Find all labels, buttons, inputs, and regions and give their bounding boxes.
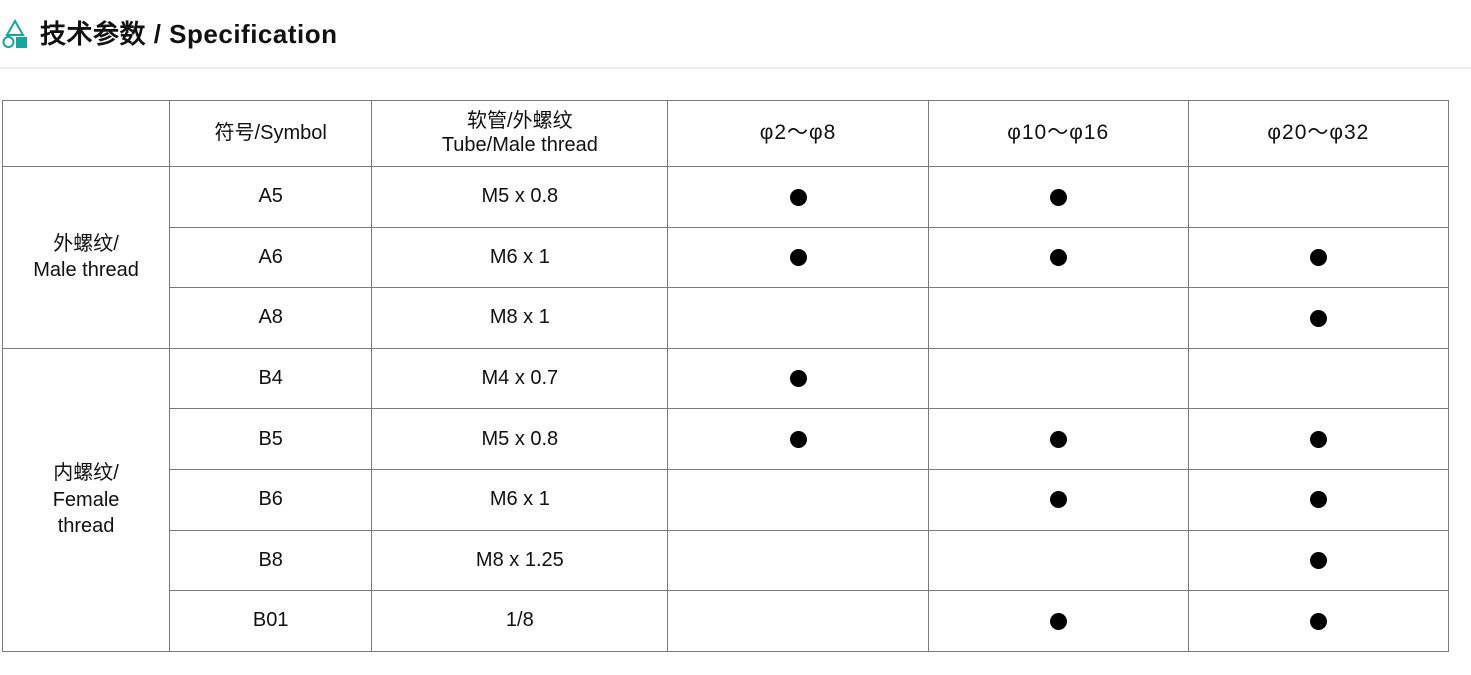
specification-table: 符号/Symbol 软管/外螺纹 Tube/Male thread φ2～φ8 … (1, 100, 1450, 652)
filled-circle-icon (789, 249, 807, 267)
thread-cell: 1/8 (371, 590, 669, 652)
mark-cell-size-2 (927, 529, 1189, 592)
filled-circle-icon (1309, 552, 1327, 570)
symbol-cell: B6 (169, 468, 373, 531)
mark-cell-size-3 (1187, 347, 1450, 410)
column-header-symbol: 符号/Symbol (169, 100, 373, 167)
mark-cell-size-1 (667, 529, 929, 592)
mark-cell-size-2 (927, 347, 1189, 410)
filled-circle-icon (789, 370, 807, 388)
mark-cell-size-1 (667, 226, 929, 289)
column-header-size-3: φ20～φ32 (1187, 100, 1450, 167)
table-row: B6 M6 x 1 (3, 468, 1450, 531)
mark-cell-size-3 (1187, 226, 1450, 289)
column-header-thread-line2: Tube/Male thread (441, 133, 598, 156)
shapes-icon (2, 18, 27, 48)
table-row: B01 1/8 (3, 590, 1450, 652)
mark-cell-size-1 (667, 408, 929, 470)
mark-cell-size-3 (1187, 287, 1450, 349)
table-row: B5 M5 x 0.8 (3, 408, 1450, 470)
mark-cell-size-1 (667, 347, 929, 410)
mark-cell-size-1 (667, 166, 929, 228)
symbol-cell: B5 (169, 408, 373, 470)
table-body: 外螺纹/ Male thread A5 M5 x 0.8 A6 M6 x 1 A… (1, 166, 1450, 652)
mark-cell-size-2 (927, 226, 1189, 289)
mark-cell-size-3 (1187, 166, 1450, 228)
filled-circle-icon (1309, 491, 1327, 509)
thread-cell: M6 x 1 (371, 226, 669, 289)
symbol-cell: B01 (169, 590, 373, 652)
symbol-cell: A6 (169, 226, 373, 289)
filled-circle-icon (1049, 249, 1067, 267)
filled-circle-icon (1309, 430, 1327, 448)
filled-circle-icon (1049, 430, 1067, 448)
filled-circle-icon (1309, 249, 1327, 267)
mark-cell-size-3 (1187, 529, 1450, 592)
table-row: 内螺纹/ Female thread B4 M4 x 0.7 (1, 347, 1450, 652)
mark-cell-size-3 (1187, 408, 1450, 470)
filled-circle-icon (789, 430, 807, 448)
mark-cell-size-3 (1187, 590, 1450, 652)
thread-cell: M4 x 0.7 (371, 347, 669, 410)
symbol-cell: A8 (169, 287, 373, 349)
symbol-cell: B4 (169, 347, 373, 410)
header-row: 符号/Symbol 软管/外螺纹 Tube/Male thread φ2～φ8 … (1, 100, 1450, 167)
specification-table-container: 符号/Symbol 软管/外螺纹 Tube/Male thread φ2～φ8 … (1, 100, 1450, 652)
mark-cell-size-1 (667, 287, 929, 349)
symbol-cell: B8 (169, 529, 373, 592)
mark-cell-size-2 (927, 408, 1189, 470)
table-row: A6 M6 x 1 (3, 226, 1450, 289)
column-header-size-2: φ10～φ16 (927, 100, 1189, 167)
table-row: B8 M8 x 1.25 (3, 529, 1450, 592)
filled-circle-icon (1049, 612, 1067, 630)
filled-circle-icon (1049, 491, 1067, 509)
filled-circle-icon (789, 188, 807, 206)
mark-cell-size-3 (1187, 468, 1450, 531)
column-header-size-1: φ2～φ8 (667, 100, 929, 167)
column-header-thread-line1: 软管/外螺纹 (467, 109, 573, 132)
thread-cell: M5 x 0.8 (371, 166, 669, 228)
filled-circle-icon (1309, 309, 1327, 327)
thread-cell: M8 x 1 (371, 287, 669, 349)
symbol-cell: A5 (169, 166, 373, 228)
filled-circle-icon (1049, 188, 1067, 206)
column-header-thread: 软管/外螺纹 Tube/Male thread (371, 100, 669, 167)
column-header-group (1, 100, 171, 167)
page-header: 技术参数 / Specification (0, 0, 1471, 69)
page-title: 技术参数 / Specification (40, 18, 338, 49)
table-header: 符号/Symbol 软管/外螺纹 Tube/Male thread φ2～φ8 … (1, 100, 1450, 167)
thread-cell: M6 x 1 (371, 468, 669, 531)
mark-cell-size-2 (927, 287, 1189, 349)
filled-circle-icon (1309, 612, 1327, 630)
table-row: 外螺纹/ Male thread A5 M5 x 0.8 (1, 166, 1450, 349)
mark-cell-size-2 (927, 590, 1189, 652)
mark-cell-size-2 (927, 468, 1189, 531)
table-row: A8 M8 x 1 (3, 287, 1450, 349)
thread-cell: M8 x 1.25 (371, 529, 669, 592)
thread-cell: M5 x 0.8 (371, 408, 669, 470)
mark-cell-size-1 (667, 468, 929, 531)
group-label-male-thread: 外螺纹/ Male thread (1, 166, 171, 349)
mark-cell-size-2 (927, 166, 1189, 228)
group-label-female-thread: 内螺纹/ Female thread (1, 347, 171, 652)
mark-cell-size-1 (667, 590, 929, 652)
